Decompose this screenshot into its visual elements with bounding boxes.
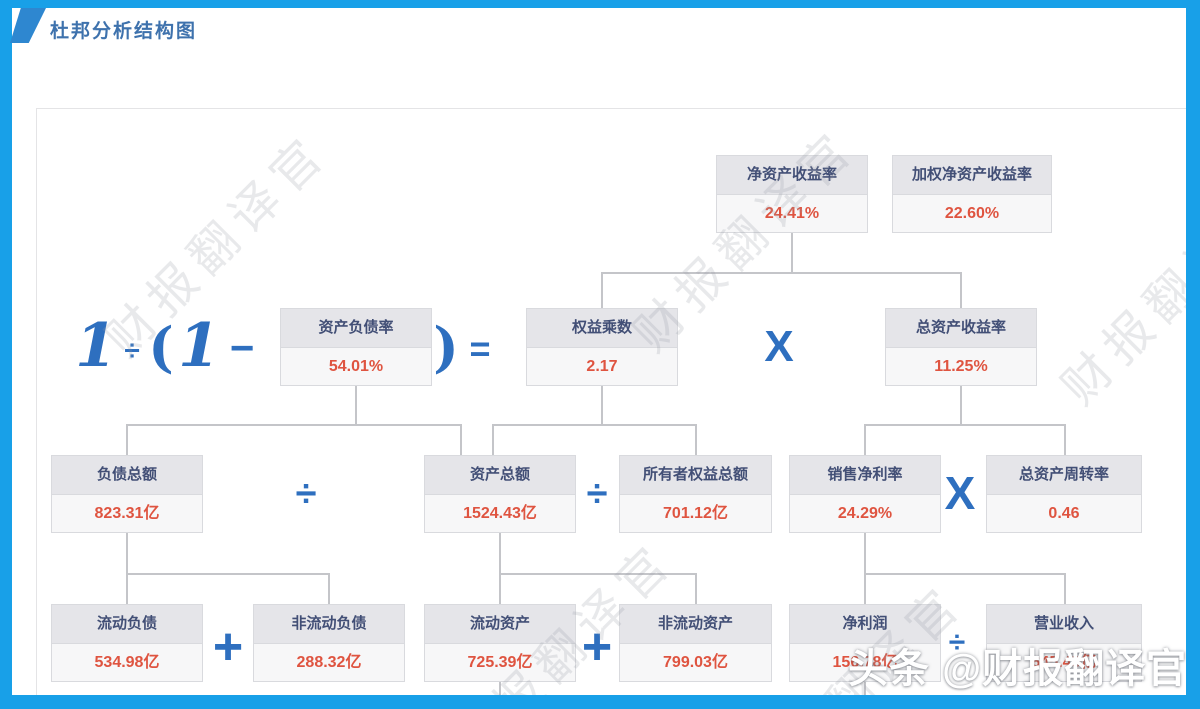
node-net-profit-margin: 销售净利率 24.29% [789,455,941,533]
frame-top-bar [0,0,1200,8]
node-value: 2.17 [586,358,618,375]
node-value: 156.78亿 [832,654,898,671]
frame-bottom-bar [0,695,1200,709]
connector-line [460,424,462,455]
connector-line [492,424,494,455]
node-label: 资产总额 [425,456,575,495]
connector-line [601,272,603,308]
node-label: 营业收入 [987,605,1141,644]
connector-line [499,573,697,575]
title-wedge-icon [10,8,46,43]
connector-line [328,573,330,604]
connector-line [695,424,697,455]
connector-line [499,533,501,604]
node-value: 288.32亿 [296,654,362,671]
connector-line [126,533,128,604]
node-value: 24.41% [764,205,820,222]
node-value: 1524.43亿 [463,505,537,522]
connector-line [601,272,962,274]
node-value: 645.45亿 [1031,654,1097,671]
connector-line [126,424,128,455]
node-owners-equity: 所有者权益总额 701.12亿 [619,455,772,533]
operator-plus: + [212,618,244,676]
node-label: 所有者权益总额 [620,456,771,495]
node-asset-turnover: 总资产周转率 0.46 [986,455,1142,533]
node-label: 非流动资产 [620,605,771,644]
connector-line [960,272,962,308]
node-value: 22.60% [944,205,1000,222]
node-label: 总资产收益率 [886,309,1036,348]
node-label: 销售净利率 [790,456,940,495]
node-roe: 净资产收益率 24.41% [716,155,868,233]
node-label: 非流动负债 [254,605,404,644]
node-value: 0.46 [1048,505,1080,522]
node-weighted-roe: 加权净资产收益率 22.60% [892,155,1052,233]
connector-line [864,681,866,695]
node-revenue: 营业收入 645.45亿 [986,604,1142,682]
connector-line [1064,424,1066,455]
node-current-liabilities: 流动负债 534.98亿 [51,604,203,682]
connector-line [126,424,462,426]
connector-line [126,573,330,575]
frame-left-bar [0,8,12,709]
node-debt-ratio: 资产负债率 54.01% [280,308,432,386]
node-label: 资产负债率 [281,309,431,348]
node-label: 净利润 [790,605,940,644]
node-label: 加权净资产收益率 [893,156,1051,195]
node-noncurrent-liabilities: 非流动负债 288.32亿 [253,604,405,682]
page-title: 杜邦分析结构图 [50,21,198,42]
node-label: 净资产收益率 [717,156,867,195]
operator-divide: ÷ [948,626,966,659]
operator-open-paren: ( [148,315,174,379]
node-net-profit: 净利润 156.78亿 [789,604,941,682]
connector-line [960,386,962,424]
connector-line [355,386,357,424]
frame-right-bar [1186,0,1200,709]
node-roa: 总资产收益率 11.25% [885,308,1037,386]
node-noncurrent-assets: 非流动资产 799.03亿 [619,604,772,682]
node-value: 701.12亿 [663,505,728,522]
operator-multiply: X [764,322,794,371]
connector-line [492,424,697,426]
connector-line [864,573,1066,575]
node-value: 799.03亿 [663,654,728,671]
operator-divide: ÷ [124,335,140,366]
operator-multiply: X [944,467,976,519]
watermark-credit: 头条 @财报翻译官 [848,647,1188,691]
node-value: 823.31亿 [94,505,160,522]
connector-line [695,573,697,604]
node-equity-multiplier: 权益乘数 2.17 [526,308,678,386]
node-label: 负债总额 [52,456,202,495]
node-value: 54.01% [328,358,384,375]
operator-plus: + [581,618,613,676]
operator-one: 1 [178,311,220,381]
node-value: 24.29% [837,505,893,522]
connector-line [1064,573,1066,604]
node-value: 725.39亿 [467,654,533,671]
operator-divide: ÷ [586,473,608,515]
connector-line [864,424,866,455]
connector-line [601,386,603,424]
node-label: 流动资产 [425,605,575,644]
connector-line [791,233,793,272]
node-label: 总资产周转率 [987,456,1141,495]
node-label: 权益乘数 [527,309,677,348]
node-current-assets: 流动资产 725.39亿 [424,604,576,682]
operator-one: 1 [75,311,117,381]
node-value: 534.98亿 [94,654,160,671]
node-total-assets: 资产总额 1524.43亿 [424,455,576,533]
node-value: 11.25% [934,358,988,375]
operator-close-paren: ) [433,315,459,379]
operator-minus: − [229,324,255,371]
node-total-liabilities: 负债总额 823.31亿 [51,455,203,533]
node-label: 流动负债 [52,605,202,644]
connector-line [864,424,1066,426]
operator-equals: = [469,328,491,369]
connector-line [864,533,866,604]
connector-line [499,681,501,695]
operator-divide: ÷ [295,473,317,515]
